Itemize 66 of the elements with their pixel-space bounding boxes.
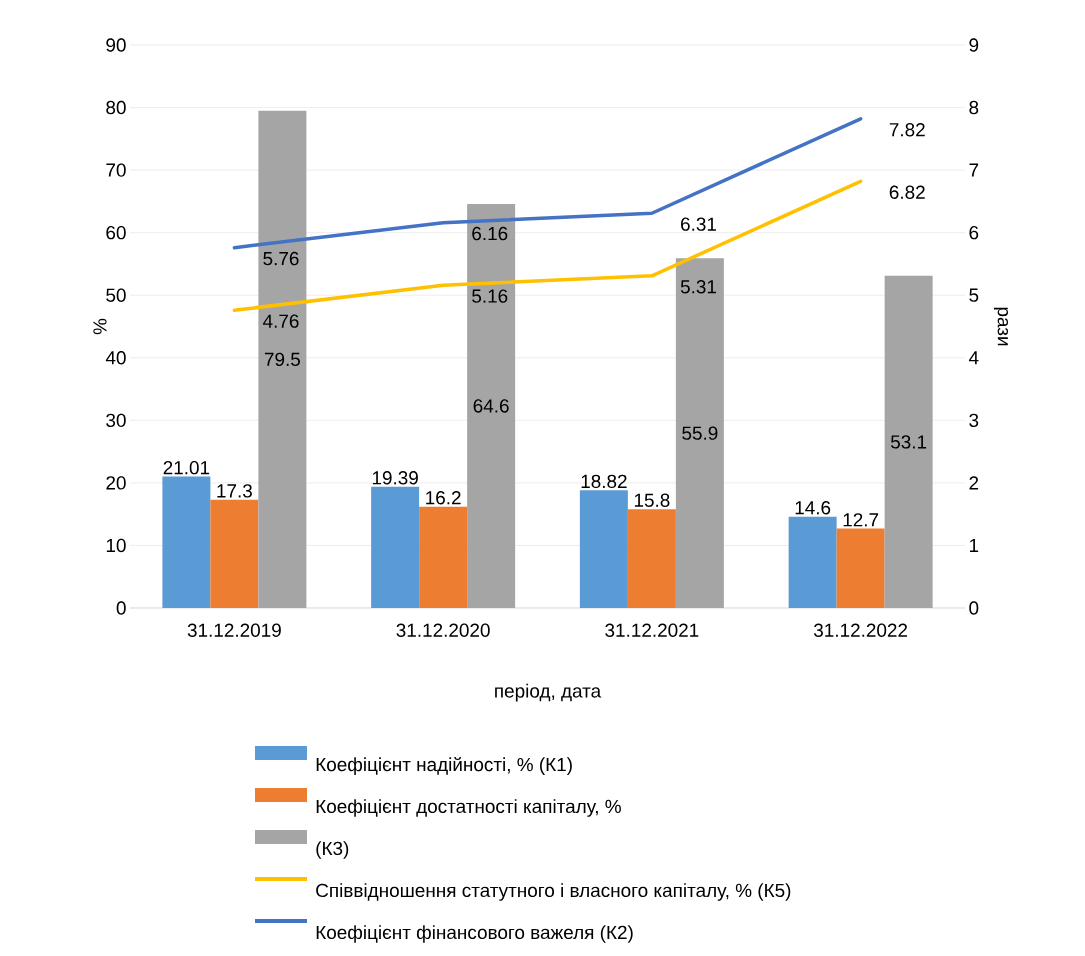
y2-tick-label: 6 bbox=[969, 225, 979, 240]
data-label: 6.16 bbox=[472, 226, 508, 241]
y-axis-title: % bbox=[93, 318, 107, 335]
data-label: 18.82 bbox=[581, 474, 627, 489]
y2-tick-label: 7 bbox=[969, 163, 979, 177]
data-label: 16.2 bbox=[426, 491, 461, 505]
y-tick-label: 60 bbox=[106, 225, 126, 240]
x-tick-label: 31.12.2020 bbox=[396, 623, 490, 637]
data-label: 14.6 bbox=[795, 501, 831, 515]
legend-label: (К3) bbox=[316, 841, 349, 859]
data-label: 17.3 bbox=[217, 484, 252, 498]
line-series bbox=[232, 179, 863, 312]
legend-label: Коефіцієнт достатності капіталу, % bbox=[316, 799, 621, 817]
line-series bbox=[232, 117, 863, 250]
x-tick-label: 31.12.2021 bbox=[605, 623, 699, 637]
y-tick-label: 50 bbox=[106, 288, 126, 302]
y-tick-label: 80 bbox=[106, 100, 126, 115]
data-label: 79.5 bbox=[264, 352, 300, 367]
bar bbox=[627, 509, 676, 608]
data-label: 6.31 bbox=[681, 217, 716, 231]
data-label: 4.76 bbox=[263, 314, 299, 328]
data-label: 21.01 bbox=[163, 460, 210, 475]
y2-axis-title: рази bbox=[993, 307, 1009, 346]
data-label: 5.16 bbox=[472, 289, 508, 303]
data-label: 5.76 bbox=[263, 251, 299, 266]
y2-tick-label: 1 bbox=[969, 538, 979, 552]
y-tick-label: 0 bbox=[116, 601, 126, 615]
data-label: 15.8 bbox=[634, 493, 670, 507]
bar bbox=[258, 110, 307, 608]
data-label: 19.39 bbox=[372, 471, 418, 485]
legend-label: Співвідношення статутного і власного капіталу, % (К5) bbox=[316, 883, 791, 901]
bar bbox=[675, 258, 724, 608]
x-axis-title: період, дата bbox=[495, 683, 602, 702]
legend-label: Коефіцієнт надійності, % (К1) bbox=[316, 757, 572, 775]
data-label: 55.9 bbox=[682, 426, 718, 440]
bar bbox=[210, 499, 259, 608]
legend-label: Коефіцієнт фінансового важеля (К2) bbox=[316, 925, 633, 943]
y-tick-label: 70 bbox=[106, 163, 126, 177]
bar bbox=[371, 486, 420, 608]
data-label: 64.6 bbox=[473, 399, 509, 413]
data-label: 12.7 bbox=[843, 513, 879, 527]
bar bbox=[419, 506, 468, 608]
data-label: 6.82 bbox=[889, 185, 925, 199]
y2-tick-label: 4 bbox=[968, 351, 979, 365]
x-tick-label: 31.12.2022 bbox=[813, 623, 908, 637]
bar bbox=[788, 516, 837, 608]
y2-tick-label: 5 bbox=[969, 288, 979, 302]
y2-tick-label: 3 bbox=[969, 413, 979, 428]
y2-tick-label: 0 bbox=[969, 601, 979, 615]
bar bbox=[579, 490, 628, 608]
bar bbox=[467, 203, 516, 608]
data-label: 53.1 bbox=[890, 435, 927, 449]
y2-tick-label: 2 bbox=[969, 476, 979, 490]
bar bbox=[836, 528, 885, 608]
y-tick-label: 90 bbox=[106, 38, 126, 52]
x-tick-label: 31.12.2019 bbox=[187, 623, 281, 637]
data-label: 7.82 bbox=[889, 123, 925, 137]
y-tick-label: 10 bbox=[106, 538, 126, 553]
y-tick-label: 30 bbox=[106, 413, 126, 428]
data-label: 5.31 bbox=[680, 280, 716, 294]
bar bbox=[884, 275, 933, 608]
y-tick-label: 20 bbox=[106, 476, 126, 490]
y2-tick-label: 9 bbox=[969, 38, 979, 52]
y-tick-label: 40 bbox=[105, 351, 126, 365]
y2-tick-label: 8 bbox=[969, 100, 979, 115]
bar bbox=[162, 476, 211, 608]
